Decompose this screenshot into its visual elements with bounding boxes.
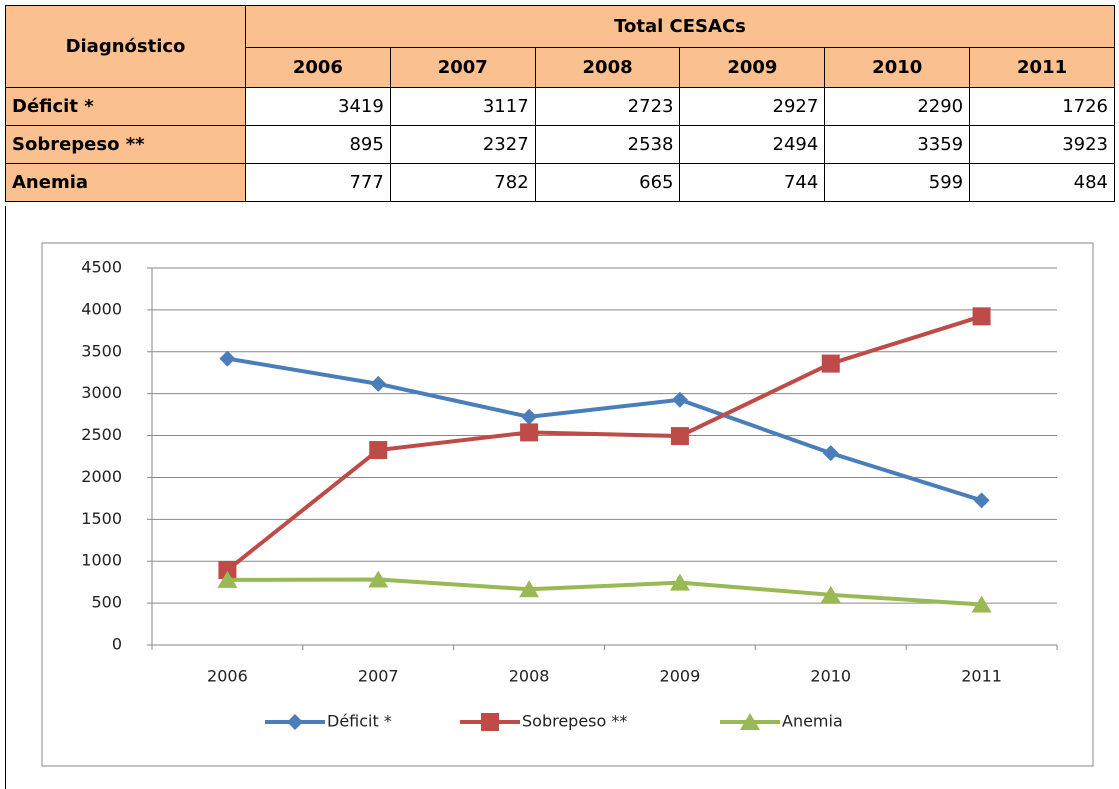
x-tick-label: 2011 xyxy=(961,667,1002,686)
table-row: Déficit * 3419 3117 2723 2927 2290 1726 xyxy=(5,87,1115,126)
y-tick-label: 2000 xyxy=(81,467,122,486)
marker xyxy=(370,375,387,392)
y-tick-label: 4000 xyxy=(81,299,122,318)
cell: 3359 xyxy=(824,125,971,164)
x-tick-label: 2008 xyxy=(509,667,550,686)
marker xyxy=(218,561,237,580)
line xyxy=(226,314,983,572)
cell: 665 xyxy=(534,163,681,202)
y-tick-label: 1000 xyxy=(81,551,122,570)
y-tick-label: 0 xyxy=(112,635,122,654)
marker xyxy=(519,580,540,598)
marker xyxy=(520,423,539,442)
header-label: Diagnóstico xyxy=(5,5,246,88)
marker xyxy=(973,492,990,509)
marker xyxy=(368,570,389,588)
x-tick-label: 2010 xyxy=(810,667,851,686)
marker xyxy=(740,713,760,730)
data-table: Diagnóstico Total CESACs 2006 2007 2008 200… xyxy=(5,5,1115,202)
cell: 599 xyxy=(824,163,971,202)
marker xyxy=(481,713,499,731)
cell: 2494 xyxy=(679,125,826,164)
table-row: Sobrepeso ** 895 2327 2538 2494 3359 3923 xyxy=(5,125,1115,164)
cell: 777 xyxy=(245,163,391,202)
line xyxy=(227,356,983,503)
marker xyxy=(669,573,690,591)
marker xyxy=(670,427,689,446)
chart-area xyxy=(41,242,1094,767)
cell: 2290 xyxy=(824,87,971,126)
y-tick-label: 3000 xyxy=(81,383,122,402)
year-header: 2011 xyxy=(969,47,1115,88)
marker xyxy=(521,408,538,425)
x-tick-label: 2007 xyxy=(358,667,399,686)
cell: 2927 xyxy=(679,87,826,126)
marker xyxy=(217,570,238,588)
year-header: 2008 xyxy=(534,47,681,88)
year-header: 2007 xyxy=(389,47,536,88)
marker xyxy=(219,350,236,367)
marker xyxy=(822,445,839,462)
cell: 744 xyxy=(679,163,826,202)
line xyxy=(227,577,982,607)
header-group: Total CESACs xyxy=(245,5,1115,48)
x-tick-label: 2009 xyxy=(660,667,701,686)
marker xyxy=(671,391,688,408)
cell: 484 xyxy=(969,163,1115,202)
cell: 3923 xyxy=(969,125,1115,164)
y-tick-label: 3500 xyxy=(81,341,122,360)
marker xyxy=(972,307,991,326)
x-tick-label: 2006 xyxy=(207,667,248,686)
marker xyxy=(287,714,303,730)
marker xyxy=(820,585,841,603)
marker xyxy=(971,595,992,613)
y-tick-label: 500 xyxy=(91,593,122,612)
y-tick-label: 2500 xyxy=(81,425,122,444)
legend-label: Anemia xyxy=(782,712,843,731)
legend-label: Déficit * xyxy=(327,712,392,731)
cell: 3419 xyxy=(245,87,391,126)
y-tick-label: 4500 xyxy=(81,258,122,277)
year-header: 2010 xyxy=(824,47,971,88)
table-row: Anemia 777 782 665 744 599 484 xyxy=(5,163,1115,202)
row-label: Déficit * xyxy=(5,87,246,126)
row-label: Anemia xyxy=(5,163,246,202)
cell-border xyxy=(5,206,6,789)
cell: 2723 xyxy=(534,87,681,126)
year-header: 2009 xyxy=(679,47,826,88)
marker xyxy=(369,441,388,460)
legend-label: Sobrepeso ** xyxy=(522,712,627,731)
marker xyxy=(821,354,840,373)
row-label: Sobrepeso ** xyxy=(5,125,246,164)
y-tick-label: 1500 xyxy=(81,509,122,528)
